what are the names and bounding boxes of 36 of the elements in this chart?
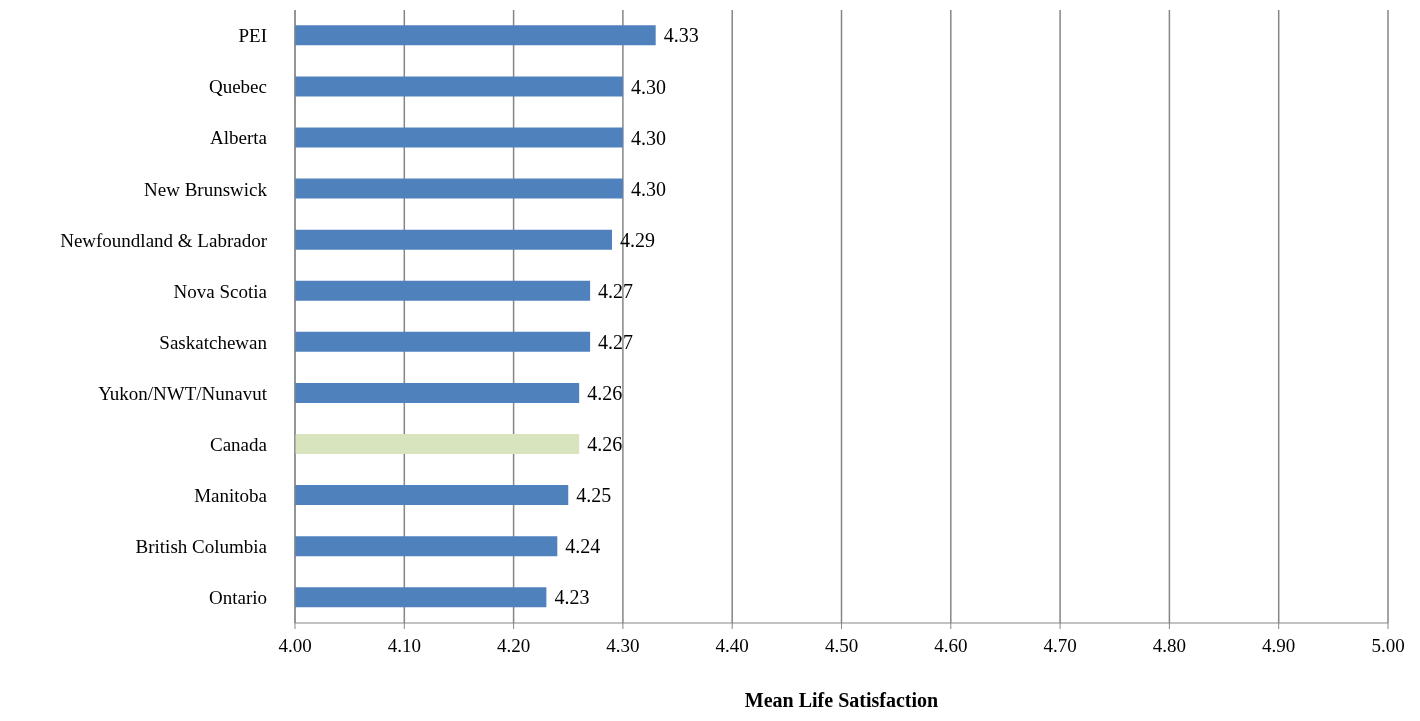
y-tick-label: Nova Scotia <box>173 280 268 302</box>
y-tick-label: Yukon/NWT/Nunavut <box>98 382 268 404</box>
y-tick-label: Alberta <box>210 127 268 149</box>
y-tick-label: PEI <box>238 25 267 47</box>
y-tick-label: Ontario <box>208 587 267 609</box>
data-label: 4.23 <box>554 586 590 609</box>
x-tick-label: 4.60 <box>934 635 968 657</box>
x-tick-label: 4.50 <box>824 635 859 657</box>
y-tick-label: Quebec <box>208 76 267 98</box>
x-axis-title: Mean Life Satisfaction <box>744 689 939 711</box>
data-label: 4.24 <box>565 535 601 558</box>
x-tick-label: 5.00 <box>1371 635 1405 657</box>
data-label: 4.25 <box>576 484 612 507</box>
y-tick-label: Newfoundland & Labrador <box>60 229 268 251</box>
y-tick-label: British Columbia <box>135 536 268 558</box>
data-label: 4.27 <box>598 279 634 302</box>
data-label: 4.26 <box>587 382 623 405</box>
x-tick-label: 4.90 <box>1262 635 1296 657</box>
x-tick-label: 4.00 <box>278 635 312 657</box>
data-label: 4.30 <box>630 126 666 149</box>
y-tick-label: Manitoba <box>194 485 268 507</box>
x-tick-label: 4.30 <box>606 635 640 657</box>
x-tick-label: 4.20 <box>496 635 531 657</box>
x-tick-label: 4.70 <box>1043 635 1077 657</box>
data-label: 4.27 <box>598 330 634 353</box>
x-tick-label: 4.40 <box>715 635 749 657</box>
data-label: 4.30 <box>630 75 666 98</box>
y-tick-label: Canada <box>210 433 268 455</box>
x-tick-label: 4.80 <box>1152 635 1187 657</box>
x-tick-label: 4.10 <box>387 635 421 657</box>
y-tick-label: New Brunswick <box>144 178 268 200</box>
y-tick-label: Saskatchewan <box>159 331 268 353</box>
data-label: 4.33 <box>663 24 699 47</box>
data-label: 4.26 <box>587 433 623 456</box>
data-label: 4.29 <box>619 228 655 251</box>
data-label: 4.30 <box>630 177 666 200</box>
